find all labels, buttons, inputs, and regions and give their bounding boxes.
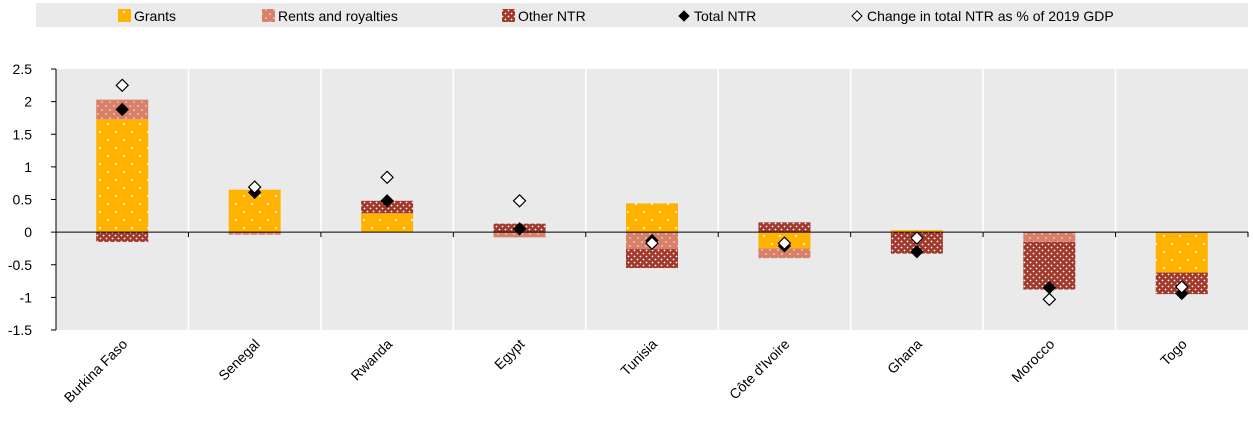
marker-total-ntr-rwanda bbox=[380, 194, 394, 208]
x-tick-label-togo: Togo bbox=[1157, 336, 1190, 369]
marker-total-ntr-burkina-faso bbox=[115, 102, 129, 117]
marker-change-in-total-ntr-as-of-2019-gdp-senegal bbox=[247, 180, 262, 194]
bar-other-ntr-tunisia bbox=[626, 249, 678, 269]
y-tick-label: -1 bbox=[20, 289, 33, 305]
marker-change-in-total-ntr-as-of-2019-gdp-burkina-faso bbox=[115, 78, 130, 93]
bar-rents-and-royalties-c-te-d-ivoire bbox=[758, 248, 811, 259]
legend-background bbox=[36, 3, 1248, 27]
marker-change-in-total-ntr-as-of-2019-gdp-togo bbox=[1174, 280, 1189, 294]
legend-swatch-grants bbox=[118, 9, 131, 22]
bar-grants-togo bbox=[1155, 232, 1208, 273]
marker-change-in-total-ntr-as-of-2019-gdp-rwanda bbox=[380, 170, 394, 185]
legend-swatch-other-ntr bbox=[502, 9, 515, 22]
bar-rents-and-royalties-senegal bbox=[228, 232, 281, 235]
x-tick-label-morocco: Morocco bbox=[1008, 336, 1057, 385]
marker-total-ntr-ghana bbox=[910, 244, 924, 259]
y-tick-label: -1.5 bbox=[8, 322, 32, 338]
legend-label-rents-and-royalties: Rents and royalties bbox=[278, 8, 398, 24]
y-axis-ticks: 2.5 2 1.5 1 0.5 0 -0.5 -1 -1.5 bbox=[8, 61, 56, 338]
legend: Grants Rents and royalties Other NTR Total … bbox=[118, 8, 1114, 24]
legend-label-change-in-total-ntr-as-of-2019-gdp: Change in total NTR as % of 2019 GDP bbox=[867, 8, 1114, 24]
y-tick-label: 0.5 bbox=[13, 192, 33, 208]
bar-grants-ghana bbox=[890, 230, 943, 233]
legend-swatch-rents-and-royalties bbox=[262, 9, 275, 22]
markers bbox=[115, 78, 1189, 307]
legend-label-grants: Grants bbox=[134, 8, 176, 24]
bar-other-ntr-burkina-faso bbox=[96, 232, 149, 242]
x-tick-label-c-te-d-ivoire: Côte d'Ivoire bbox=[726, 336, 793, 403]
marker-total-ntr-egypt bbox=[512, 222, 527, 236]
legend-label-other-ntr: Other NTR bbox=[518, 8, 586, 24]
y-tick-label: 1 bbox=[24, 159, 32, 175]
marker-change-in-total-ntr-as-of-2019-gdp-morocco bbox=[1042, 292, 1057, 307]
bar-grants-rwanda bbox=[361, 213, 414, 233]
y-tick-label: 2.5 bbox=[13, 61, 33, 77]
y-tick-label: 0 bbox=[24, 224, 32, 240]
x-tick-label-egypt: Egypt bbox=[491, 336, 528, 373]
x-tick-label-ghana: Ghana bbox=[884, 336, 925, 377]
y-tick-label: 1.5 bbox=[13, 126, 33, 142]
x-axis-ticks: Burkina Faso Senegal Rwanda Egypt Tunisia Côt… bbox=[61, 336, 1190, 406]
marker-change-in-total-ntr-as-of-2019-gdp-egypt bbox=[512, 193, 527, 208]
marker-change-in-total-ntr-as-of-2019-gdp-c-te-d-ivoire bbox=[777, 236, 792, 251]
x-tick-label-rwanda: Rwanda bbox=[348, 336, 396, 384]
x-tick-label-senegal: Senegal bbox=[215, 336, 263, 384]
legend-label-total-ntr: Total NTR bbox=[694, 8, 756, 24]
marker-change-in-total-ntr-as-of-2019-gdp-ghana bbox=[910, 231, 924, 245]
grid-lines bbox=[187, 69, 1117, 330]
y-tick-label: -0.5 bbox=[8, 257, 32, 273]
bar-grants-tunisia bbox=[626, 203, 678, 233]
bar-grants-burkina-faso bbox=[96, 119, 149, 233]
bar-other-ntr-c-te-d-ivoire bbox=[758, 222, 811, 233]
legend-marker-total-ntr bbox=[678, 10, 690, 22]
x-tick-label-burkina-faso: Burkina Faso bbox=[61, 336, 131, 406]
legend-marker-change-in-total-ntr-as-of-2019-gdp bbox=[851, 10, 863, 22]
bar-rents-and-royalties-morocco bbox=[1023, 232, 1076, 242]
y-tick-label: 2 bbox=[24, 94, 32, 110]
x-tick-label-tunisia: Tunisia bbox=[617, 336, 660, 379]
marker-change-in-total-ntr-as-of-2019-gdp-tunisia bbox=[645, 236, 659, 251]
